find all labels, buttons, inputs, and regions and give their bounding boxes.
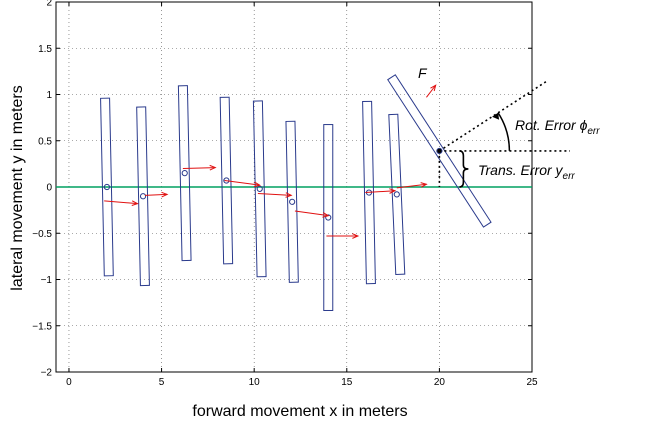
- force-arrow-head: [131, 200, 139, 206]
- vehicle-center: [223, 177, 230, 184]
- vehicle-center: [393, 191, 400, 198]
- vehicle-rect: [388, 113, 406, 276]
- rot-error-subscript: err: [587, 126, 600, 137]
- force-arrow: [144, 191, 169, 198]
- vehicle-body: [388, 113, 406, 276]
- x-tick-label: 15: [341, 377, 353, 388]
- force-arrow-head: [430, 84, 437, 92]
- force-arrow-shaft: [144, 193, 168, 196]
- rot-error-arrowhead: [492, 112, 500, 120]
- force-arrow: [365, 188, 397, 194]
- force-arrow-shaft: [257, 192, 292, 196]
- force-arrow-head: [352, 233, 360, 239]
- vehicle-body: [285, 120, 299, 283]
- force-arrow-head: [209, 164, 217, 171]
- rot-error-text: Rot. Error ϕ: [515, 117, 588, 133]
- force-label: F: [418, 65, 428, 81]
- y-tick-label: 0.5: [38, 136, 52, 147]
- force-arrow: [396, 182, 428, 189]
- vehicle-rect: [387, 74, 492, 228]
- force-arrow-head: [389, 188, 397, 194]
- vehicle-body: [177, 85, 192, 262]
- vehicle-rect: [100, 97, 114, 277]
- trans-error-label: Trans. Error yerr: [478, 162, 575, 182]
- force-arrow-shaft: [365, 190, 395, 194]
- vehicle-body: [100, 97, 114, 277]
- vehicle-rect: [323, 124, 334, 311]
- y-tick-label: −2: [41, 368, 53, 379]
- force-arrow-shaft: [426, 84, 437, 98]
- x-tick-label: 5: [159, 377, 165, 388]
- vehicle-body: [323, 124, 334, 311]
- y-tick-label: −1.5: [32, 321, 52, 332]
- force-arrow-shaft: [104, 200, 138, 205]
- vehicle-center: [181, 170, 188, 177]
- rot-error-label: Rot. Error ϕerr: [515, 117, 600, 137]
- y-tick-label: 2: [46, 0, 52, 9]
- vehicle-rect: [219, 96, 234, 265]
- trans-error-subscript: err: [563, 171, 576, 182]
- x-tick-label: 0: [66, 377, 72, 388]
- trans-error-brace: [459, 150, 469, 188]
- vehicle-rect: [285, 120, 299, 283]
- vehicle-rect: [252, 100, 267, 278]
- x-tick-label: 20: [434, 377, 446, 388]
- vehicle-rect: [177, 85, 192, 262]
- vehicle-body: [252, 100, 267, 278]
- force-arrow: [104, 200, 139, 206]
- rot-error-arc: [497, 112, 511, 151]
- y-tick-label: −0.5: [32, 229, 52, 240]
- force-arrow-head: [420, 182, 428, 188]
- rot-error-line: [438, 79, 549, 152]
- force-arrow: [257, 192, 293, 198]
- y-tick-label: 1: [46, 90, 52, 101]
- force-arrow: [182, 164, 217, 171]
- force-arrow-head: [161, 191, 169, 198]
- vehicle-center: [103, 183, 111, 191]
- vehicle-center: [325, 214, 332, 221]
- force-arrow-shaft: [396, 183, 427, 189]
- x-tick-label: 25: [526, 377, 538, 388]
- force-arrows: [104, 84, 437, 239]
- vehicle-body: [387, 74, 492, 228]
- x-axis-label: forward movement x in meters: [192, 403, 407, 420]
- vehicle-center: [139, 193, 147, 200]
- y-tick-label: −1: [41, 275, 53, 286]
- vehicle-bodies: [100, 74, 492, 311]
- vehicle-rect: [136, 106, 150, 287]
- force-arrow: [294, 210, 330, 218]
- y-tick-label: 0: [46, 183, 52, 194]
- error-geometry: [437, 79, 570, 188]
- y-tick-label: 1.5: [38, 44, 52, 55]
- force-arrow-head: [285, 192, 293, 198]
- force-arrow-shaft: [182, 167, 216, 169]
- trans-error-text: Trans. Error y: [478, 162, 564, 178]
- force-arrow: [426, 84, 437, 98]
- force-arrow: [224, 180, 262, 188]
- force-arrow-shaft: [294, 210, 329, 217]
- vehicle-body: [136, 106, 150, 287]
- y-axis-label: lateral movement y in meters: [9, 85, 26, 290]
- x-tick-label: 10: [249, 377, 261, 388]
- axis-ticks: 0 5 10 15 20 25 −2 −1.5 −1 −0.5 0 0.5 1 1.5 2: [32, 0, 538, 388]
- vehicle-body: [219, 96, 234, 265]
- force-arrow-head: [253, 181, 262, 188]
- force-arrow-shaft: [224, 180, 260, 186]
- force-arrow: [326, 233, 360, 239]
- force-arrow-head: [322, 212, 330, 218]
- vehicle-center: [289, 198, 296, 205]
- vehicle-center: [256, 185, 263, 192]
- vehicle-center: [436, 147, 443, 155]
